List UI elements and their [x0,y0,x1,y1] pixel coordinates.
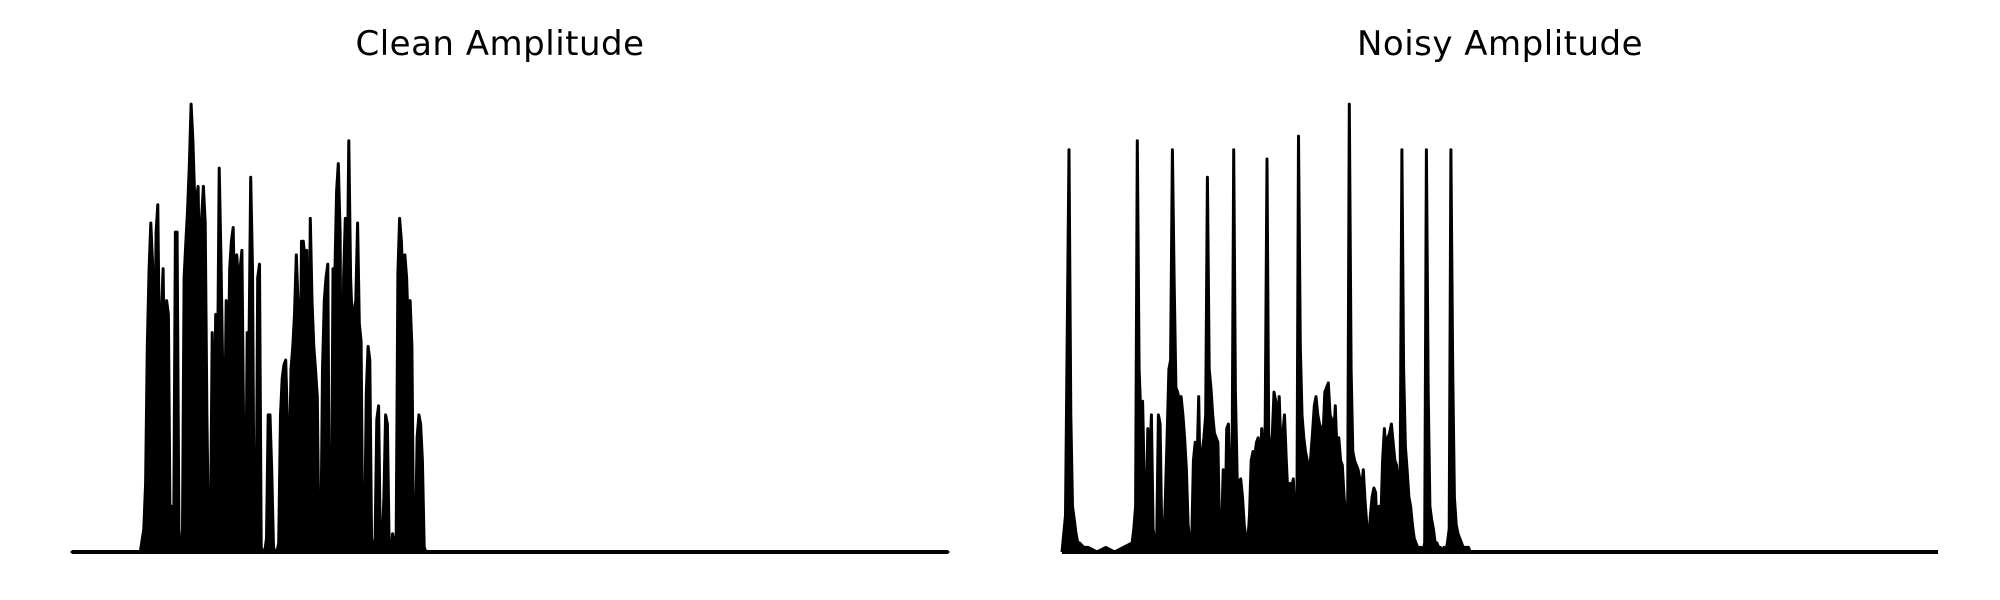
clean-amplitude-title: Clean Amplitude [355,24,645,64]
clean-amplitude-panel: Clean Amplitude [70,24,950,554]
noisy-amplitude-plot [1060,102,1938,554]
noisy-amplitude-waveform [1060,102,1930,554]
noisy-amplitude-panel: Noisy Amplitude [1000,0,2000,600]
clean-amplitude-waveform [70,102,950,554]
clean-amplitude-plot [70,102,950,554]
noisy-amplitude-title: Noisy Amplitude [1356,24,1644,64]
